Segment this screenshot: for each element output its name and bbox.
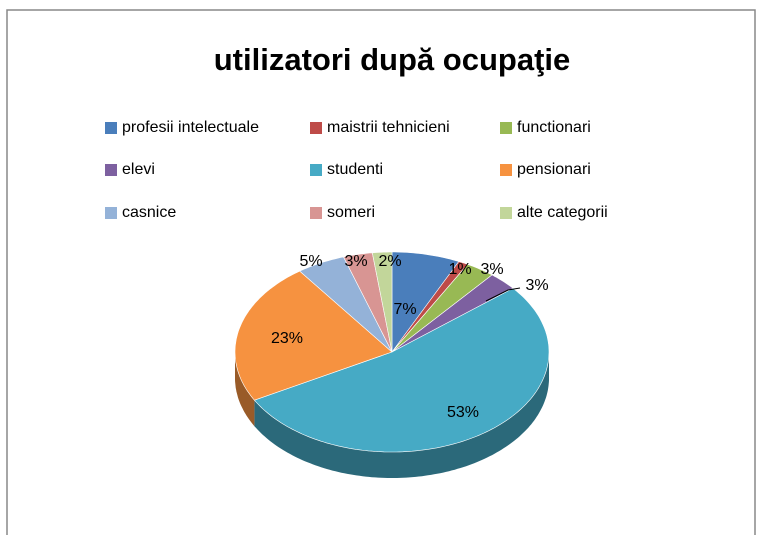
legend-swatch <box>310 164 322 176</box>
data-label: 1% <box>448 261 471 278</box>
legend-swatch <box>310 207 322 219</box>
pie-slice <box>391 264 493 353</box>
pie-slice-side <box>254 352 549 478</box>
chart-frame <box>6 9 756 535</box>
chart-title: utilizatori după ocupaţie <box>214 42 571 77</box>
pie-slice-top <box>391 274 514 353</box>
data-label: 2% <box>378 253 401 270</box>
pie-slice <box>299 256 393 353</box>
legend-swatch <box>105 122 117 134</box>
legend-label: casnice <box>122 204 176 221</box>
legend-label: studenti <box>327 161 383 178</box>
pie-slice-top <box>371 251 393 353</box>
legend-label: elevi <box>122 161 155 178</box>
pie-slice <box>343 252 393 353</box>
pie-slice-top <box>234 270 393 401</box>
pie-slice-top <box>391 251 460 353</box>
legend-label: alte categorii <box>517 204 608 221</box>
legend-swatch <box>500 207 512 219</box>
pie-slice <box>371 251 393 353</box>
legend-label: functionari <box>517 119 591 136</box>
pie-slice <box>391 274 514 353</box>
data-label: 53% <box>447 404 479 421</box>
legend-label: profesii intelectuale <box>122 119 259 136</box>
pie-slice-top <box>343 252 393 353</box>
data-label: 3% <box>525 277 548 294</box>
pie-slice-side <box>235 352 255 427</box>
legend-label: someri <box>327 204 375 221</box>
pie-slice <box>391 251 460 353</box>
data-label: 7% <box>393 301 416 318</box>
legend-label: pensionari <box>517 161 591 178</box>
leader-line <box>485 287 521 302</box>
pie-slice-top <box>299 256 393 353</box>
legend-label: maistrii tehnicieni <box>327 119 450 136</box>
pie-slice-top <box>253 287 550 453</box>
data-label: 5% <box>299 253 322 270</box>
pie-slice <box>253 287 550 478</box>
data-label: 23% <box>271 330 303 347</box>
legend-swatch <box>500 164 512 176</box>
data-label: 3% <box>344 253 367 270</box>
legend-swatch <box>310 122 322 134</box>
data-label: 3% <box>480 261 503 278</box>
pie-slice-top <box>391 264 493 353</box>
legend-swatch <box>105 207 117 219</box>
legend-swatch <box>500 122 512 134</box>
legend-swatch <box>105 164 117 176</box>
pie-slice <box>234 270 393 427</box>
